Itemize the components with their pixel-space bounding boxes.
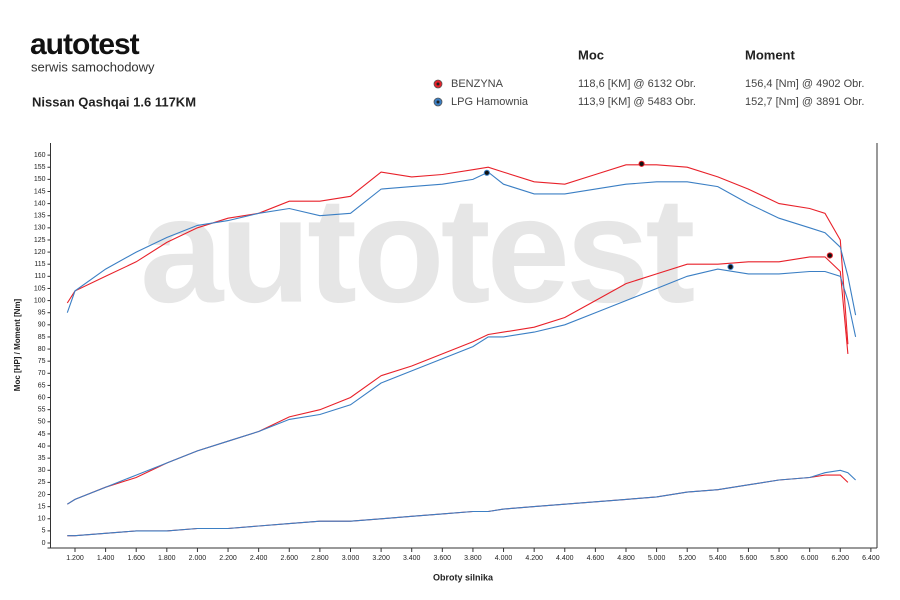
x-tick-label: 1.200 — [66, 555, 84, 562]
x-tick-label: 4.400 — [556, 555, 574, 562]
y-tick-label: 95 — [38, 310, 46, 317]
x-tick-label: 2.400 — [250, 555, 268, 562]
y-tick-label: 75 — [38, 358, 46, 365]
y-tick-label: 125 — [34, 237, 46, 244]
x-tick-label: 1.600 — [127, 555, 145, 562]
x-tick-label: 4.800 — [617, 555, 635, 562]
y-tick-label: 50 — [38, 419, 46, 426]
y-tick-label: 5 — [42, 528, 46, 535]
legend-moc: 113,9 [KM] @ 5483 Obr. — [578, 96, 696, 108]
x-tick-label: 4.600 — [587, 555, 605, 562]
y-tick-label: 135 — [34, 213, 46, 220]
x-tick-label: 5.200 — [678, 555, 696, 562]
y-tick-label: 145 — [34, 188, 46, 195]
y-tick-label: 80 — [38, 346, 46, 353]
y-tick-label: 15 — [38, 503, 46, 510]
y-tick-label: 55 — [38, 407, 46, 414]
y-tick-label: 130 — [34, 225, 46, 232]
y-tick-label: 10 — [38, 516, 46, 523]
curve — [66, 164, 849, 345]
curve — [67, 474, 849, 537]
x-tick-label: 5.400 — [709, 555, 727, 562]
peak-marker — [727, 263, 734, 270]
legend-marker-dot — [436, 82, 440, 86]
y-axis-label: Moc [HP] / Moment [Nm] — [13, 298, 22, 391]
chart-title: Nissan Qashqai 1.6 117KM — [32, 94, 196, 109]
y-tick-label: 160 — [34, 152, 46, 159]
y-tick-label: 115 — [34, 261, 45, 268]
x-tick-label: 4.200 — [525, 555, 543, 562]
y-tick-label: 120 — [34, 249, 46, 256]
x-tick-label: 6.000 — [801, 555, 819, 562]
x-tick-label: 1.800 — [158, 555, 176, 562]
y-tick-label: 70 — [38, 370, 46, 377]
x-tick-label: 4.000 — [495, 555, 513, 562]
x-tick-label: 2.000 — [189, 555, 207, 562]
y-tick-label: 40 — [38, 443, 46, 450]
y-tick-label: 60 — [38, 394, 46, 401]
y-tick-label: 25 — [38, 479, 46, 486]
logo: autotest — [30, 28, 140, 61]
peak-marker — [483, 169, 490, 176]
peak-marker — [826, 252, 833, 259]
x-tick-label: 6.400 — [862, 555, 880, 562]
legend-label: BENZYNA — [451, 78, 504, 90]
x-tick-label: 6.200 — [832, 555, 850, 562]
legend-moment: 156,4 [Nm] @ 4902 Obr. — [745, 78, 864, 90]
y-tick-label: 30 — [38, 467, 46, 474]
legend-marker-dot — [436, 100, 440, 104]
x-tick-label: 5.800 — [770, 555, 788, 562]
legend-label: LPG Hamownia — [451, 96, 529, 108]
y-tick-label: 110 — [34, 273, 45, 280]
x-axis-label: Obroty silnika — [433, 572, 494, 582]
y-tick-label: 105 — [34, 285, 46, 292]
x-tick-label: 5.000 — [648, 555, 666, 562]
x-tick-label: 3.800 — [464, 555, 482, 562]
x-tick-label: 3.400 — [403, 555, 421, 562]
tagline: serwis samochodowy — [31, 59, 155, 74]
legend-header: Moment — [745, 47, 796, 62]
x-tick-label: 3.000 — [342, 555, 360, 562]
y-tick-label: 100 — [34, 297, 46, 304]
x-tick-label: 2.600 — [281, 555, 299, 562]
y-tick-label: 0 — [42, 540, 46, 547]
x-tick-label: 5.600 — [740, 555, 758, 562]
y-tick-label: 85 — [38, 334, 46, 341]
y-tick-label: 45 — [38, 431, 46, 438]
y-tick-label: 20 — [38, 491, 46, 498]
x-tick-label: 2.200 — [219, 555, 237, 562]
x-tick-label: 3.600 — [434, 555, 452, 562]
y-tick-label: 155 — [34, 164, 46, 171]
watermark: autotest — [140, 166, 694, 334]
y-tick-label: 35 — [38, 455, 46, 462]
y-tick-label: 150 — [34, 176, 46, 183]
legend-header: Moc — [578, 47, 604, 62]
x-tick-label: 1.400 — [97, 555, 115, 562]
y-tick-label: 65 — [38, 382, 46, 389]
curve — [67, 469, 856, 537]
x-tick-label: 2.800 — [311, 555, 329, 562]
x-tick-label: 3.200 — [372, 555, 390, 562]
curve — [67, 268, 857, 505]
y-tick-label: 90 — [38, 322, 46, 329]
legend-moment: 152,7 [Nm] @ 3891 Obr. — [745, 96, 864, 108]
y-tick-label: 140 — [34, 200, 46, 207]
peak-marker — [638, 160, 645, 167]
legend-moc: 118,6 [KM] @ 6132 Obr. — [578, 78, 696, 90]
